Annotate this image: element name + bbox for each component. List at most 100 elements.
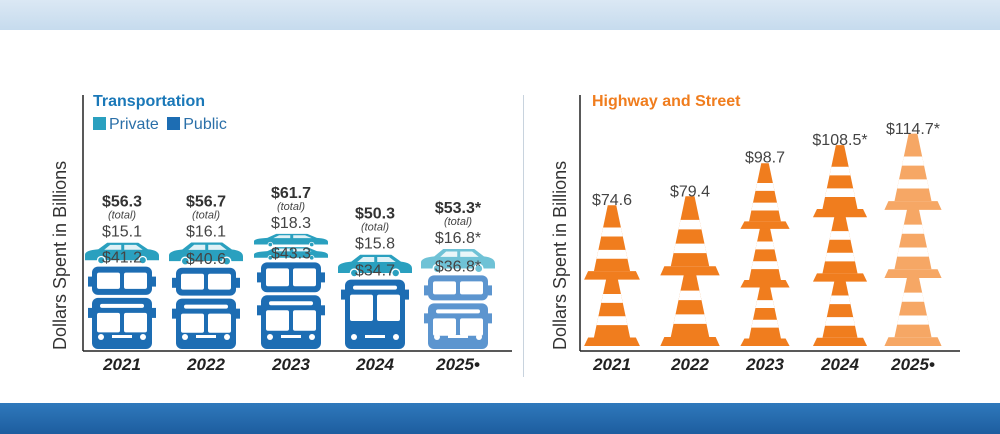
bus-mirror <box>152 276 156 287</box>
bus-mirror <box>488 313 492 324</box>
cone-stripe <box>673 243 707 254</box>
car-wheel <box>223 257 230 265</box>
highway-bar-cone <box>660 266 720 346</box>
cone-stripe <box>596 316 628 326</box>
public-bar-bus <box>88 297 156 349</box>
cone-stripe <box>829 295 851 305</box>
public-bar-bus <box>424 275 492 301</box>
highway-bar-cone <box>812 273 868 346</box>
x-tick-label: 2025• <box>890 355 935 374</box>
cone-stripe <box>678 290 702 301</box>
panel-divider <box>523 95 524 377</box>
car-window <box>377 256 396 263</box>
bus-headlight <box>309 334 315 340</box>
car-wheel <box>268 255 273 260</box>
car-wheel <box>392 269 399 277</box>
cone-stripe <box>751 319 779 328</box>
car-window <box>208 244 227 250</box>
total-value-label: $61.7 <box>271 185 311 202</box>
highway-value-label: $79.4 <box>670 184 710 201</box>
bus-body <box>92 297 152 349</box>
bus-mirror <box>424 313 428 324</box>
bus-mirror <box>88 307 92 318</box>
bus-windshield-right <box>124 312 147 333</box>
car-window <box>357 256 375 263</box>
bus-window-left <box>433 281 456 295</box>
car-body <box>421 249 495 269</box>
legend-public-swatch <box>167 117 181 130</box>
car-body <box>169 242 243 262</box>
bus-sign <box>100 303 144 308</box>
cone-base <box>884 201 942 210</box>
cone-stripe <box>601 293 623 303</box>
cone-body <box>749 163 781 222</box>
highway-bar-cone <box>884 201 942 278</box>
cone-body <box>749 280 781 339</box>
cone-body <box>822 145 858 210</box>
bus-mirror <box>172 308 176 319</box>
private-bar-car <box>338 254 412 278</box>
cone-body <box>593 271 631 338</box>
cone-stripe <box>897 247 929 257</box>
car-window <box>124 244 143 250</box>
cone-stripe <box>678 219 702 230</box>
cone-stripe <box>824 252 856 262</box>
cone-stripe <box>755 300 775 308</box>
private-bar-car <box>254 233 328 248</box>
legend-public-label: Public <box>183 116 227 133</box>
bus-window-right <box>293 268 316 287</box>
bus-window-left <box>97 272 120 289</box>
bus-grille <box>281 335 301 338</box>
highway-value-label: $108.5* <box>812 132 867 149</box>
highway-bar-cone <box>884 133 942 210</box>
cone-body <box>593 205 631 272</box>
bus-headlight <box>140 334 146 340</box>
cone-base <box>812 209 868 218</box>
cone-stripe <box>829 166 851 176</box>
cone-stripe <box>897 179 929 189</box>
bus-windshield-left <box>350 294 373 321</box>
bus-mirror <box>88 276 92 287</box>
bus-sign <box>353 285 397 290</box>
private-value-label: $15.8 <box>355 236 395 253</box>
public-bar-bus <box>172 267 240 296</box>
bus-windshield-right <box>208 313 231 333</box>
car-body <box>338 254 412 274</box>
highway-bar-cone <box>584 271 640 346</box>
bus-window-right <box>208 273 231 290</box>
car-wheel <box>309 255 314 260</box>
bus-headlight <box>267 334 273 340</box>
highway-bar-cone <box>584 205 640 280</box>
public-bar-bus <box>424 303 492 349</box>
bus-windshield-left <box>97 312 120 333</box>
highway-bar-cone <box>740 221 790 288</box>
bus-grille <box>196 335 216 338</box>
bus-windshield-left <box>266 310 289 331</box>
car-window <box>273 248 291 252</box>
car-body <box>85 242 159 261</box>
cone-base <box>740 279 790 288</box>
bus-grille <box>365 335 385 338</box>
bus-mirror <box>488 285 492 296</box>
transportation-title: Transportation <box>93 93 206 110</box>
cone-body <box>894 201 932 270</box>
car-wheel <box>268 242 273 247</box>
bus-headlight <box>182 334 188 340</box>
cone-stripe <box>751 261 779 270</box>
public-bar-bus <box>172 298 240 349</box>
x-tick-label: 2021 <box>102 355 141 374</box>
bus-mirror <box>172 277 176 288</box>
cone-base <box>812 337 868 346</box>
private-bar-car <box>254 247 328 261</box>
bus-body <box>176 298 236 349</box>
cone-base <box>584 337 640 346</box>
car-wheel <box>182 257 189 265</box>
bus-sign <box>269 301 313 306</box>
cone-stripe <box>824 317 856 326</box>
car-window <box>460 251 479 257</box>
private-value-label: $18.3 <box>271 215 311 232</box>
x-tick-label: 2022 <box>186 355 225 374</box>
cone-body <box>894 269 932 338</box>
car-wheel <box>139 257 146 264</box>
bus-headlight <box>224 334 230 340</box>
